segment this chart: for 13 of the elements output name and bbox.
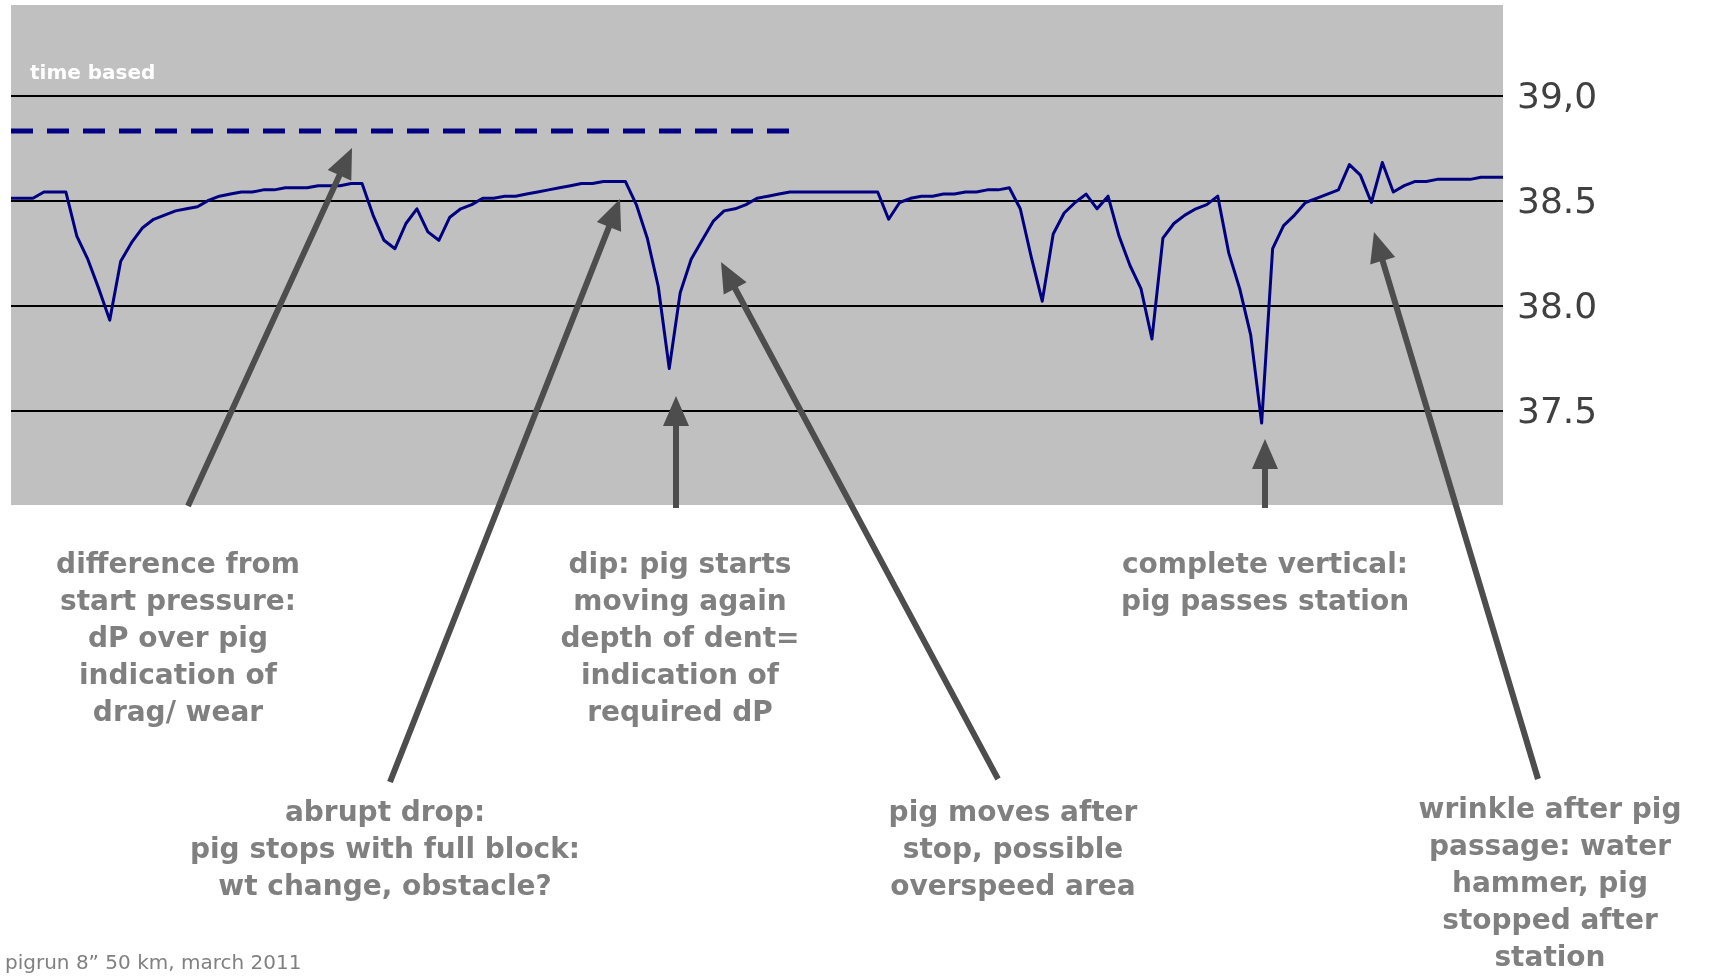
text: complete vertical: pig passes station — [1120, 546, 1410, 619]
text: dip: pig starts moving again depth of dent= indication of required dP — [560, 546, 800, 730]
text: abrupt drop: pig stops with full block: wt change, obstacle? — [189, 794, 581, 904]
text: pig moves after stop, possible overspeed area — [888, 794, 1138, 904]
text: wrinkle after pig passage: water hammer, pig stopped after station — [1418, 791, 1682, 975]
text: pigrun 8” 50 km, march 2011 — [5, 950, 302, 974]
line-series — [9, 161, 1505, 425]
annotation: time based — [30, 60, 156, 84]
y-tick-label: 38.0 — [1517, 284, 1598, 326]
y-tick-label: 37.5 — [1517, 389, 1598, 431]
y-tick-label: 38.5 — [1517, 179, 1598, 221]
y-tick-label: 39,0 — [1517, 74, 1598, 116]
text: difference from start pressure: dP over pig indication of drag/ wear — [56, 546, 300, 730]
